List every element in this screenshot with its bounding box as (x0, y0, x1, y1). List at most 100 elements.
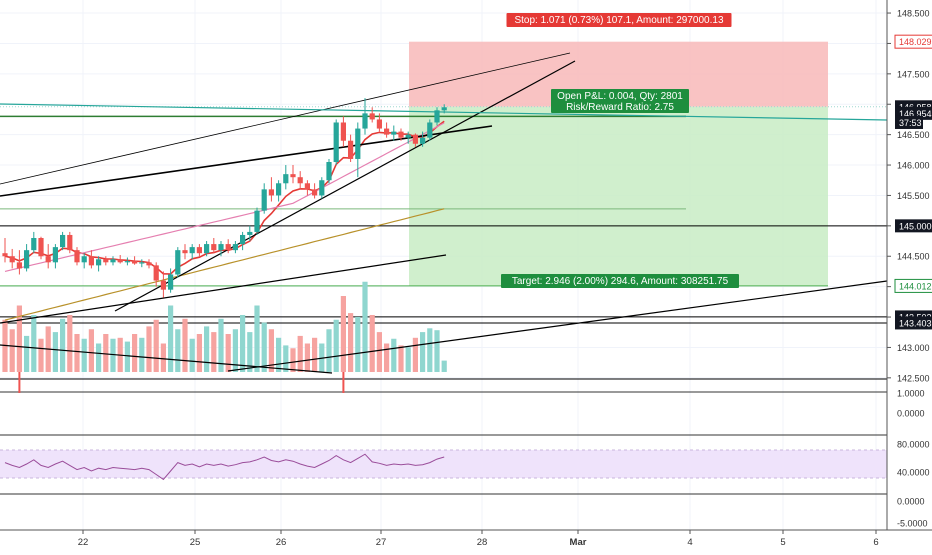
candle-body (225, 244, 231, 251)
trendlines[interactable] (0, 52, 888, 374)
volume-bar (355, 316, 361, 372)
price-marker-text: 145.000 (899, 221, 932, 231)
candle-body (110, 259, 116, 263)
candle-body (31, 238, 37, 251)
volume-bar (16, 305, 22, 372)
trendline (227, 280, 888, 372)
volume-bar (348, 313, 354, 372)
candle-body (2, 253, 8, 257)
pnl-label-bg (551, 89, 689, 113)
candle-body (312, 189, 318, 196)
volume-bar (124, 341, 130, 372)
volume-bar (283, 345, 289, 372)
rsi-axis-label: 40.0000 (897, 468, 930, 478)
candle-body (232, 244, 238, 251)
candle-body (124, 261, 130, 263)
candle-body (240, 234, 246, 245)
volume-bar (110, 338, 116, 372)
volume-bar (240, 315, 246, 372)
volume-bar (211, 332, 217, 372)
volume-axis-label: 1.0000 (897, 389, 925, 399)
volume-bar (153, 319, 159, 372)
volume-bar (326, 329, 332, 372)
volume-bar (290, 348, 296, 372)
candle-body (175, 250, 181, 275)
volume-bar (168, 305, 174, 372)
volume-bar (31, 315, 37, 372)
candle-body (276, 183, 282, 196)
target-zone (409, 106, 828, 286)
volume-bar (204, 326, 210, 372)
candle-body (160, 280, 166, 290)
volume-bar (412, 337, 418, 372)
price-tick-label: 146.500 (897, 130, 930, 140)
candles (2, 98, 447, 298)
volume-spike (18, 372, 21, 393)
time-tick-label: 6 (873, 537, 878, 548)
stop-label-text: Stop: 1.071 (0.73%) 107.1, Amount: 29700… (514, 15, 723, 26)
candle-body (297, 177, 303, 184)
price-tick-label: 147.500 (897, 69, 930, 79)
candle-body (182, 250, 188, 254)
volume-axis-label: 0.0000 (897, 409, 925, 419)
time-tick-label: 26 (276, 537, 287, 548)
candle-body (420, 137, 426, 144)
volume-bar (405, 347, 411, 372)
volume-bars (2, 281, 447, 393)
candle-body (376, 119, 382, 129)
candle-body (139, 262, 145, 264)
price-tick-label: 146.000 (897, 161, 930, 171)
volume-bar (333, 319, 339, 372)
candle-body (117, 259, 123, 263)
volume-bar (261, 322, 267, 372)
volume-bar (139, 337, 145, 372)
moving-averages (4, 120, 445, 321)
pnl-label-text: Risk/Reward Ratio: 2.75 (566, 102, 674, 113)
volume-bar (398, 345, 404, 372)
price-axis[interactable]: 148.500148.000147.500147.000146.500146.0… (886, 0, 932, 550)
candle-body (326, 162, 332, 181)
candle-body (196, 247, 202, 254)
rsi-line (4, 453, 445, 481)
candle-body (74, 250, 80, 263)
price-tick-label: 144.500 (897, 252, 930, 262)
ma-200-line (4, 208, 445, 321)
time-tick-label: 4 (687, 537, 692, 548)
candle-body (304, 183, 310, 190)
candle-body (81, 256, 87, 263)
volume-bar (247, 332, 253, 372)
candle-body (38, 238, 44, 257)
volume-bar (441, 360, 447, 372)
candle-body (261, 189, 267, 211)
time-tick-label: 5 (780, 537, 785, 548)
price-marker: 148.029 (894, 34, 932, 49)
time-axis[interactable]: 22 25 26 27 28 Mar 4 5 6 (0, 529, 932, 548)
volume-bar (132, 334, 138, 372)
volume-bar (297, 335, 303, 372)
candle-body (362, 113, 368, 129)
position-zones (0, 41, 887, 286)
trendline (0, 52, 571, 185)
osc-axis-label: -5.0000 (897, 519, 928, 529)
candle-body (434, 110, 440, 123)
volume-bar (225, 334, 231, 372)
candle-body (405, 134, 411, 138)
time-tick-label: 22 (78, 537, 89, 548)
price-tick-label: 142.500 (897, 373, 930, 383)
volume-bar (160, 343, 166, 372)
price-marker-bg (894, 278, 932, 293)
volume-bar (312, 337, 318, 372)
candle-body (88, 256, 94, 266)
volume-bar (67, 315, 73, 372)
volume-bar (189, 338, 195, 372)
volume-bar (146, 326, 152, 372)
time-tick-label: 27 (376, 537, 387, 548)
volume-bar (218, 318, 224, 372)
volume-bar (24, 335, 30, 372)
candle-body (45, 256, 51, 263)
candle-body (319, 180, 325, 196)
stop-label: Stop: 1.071 (0.73%) 107.1, Amount: 29700… (506, 13, 732, 27)
